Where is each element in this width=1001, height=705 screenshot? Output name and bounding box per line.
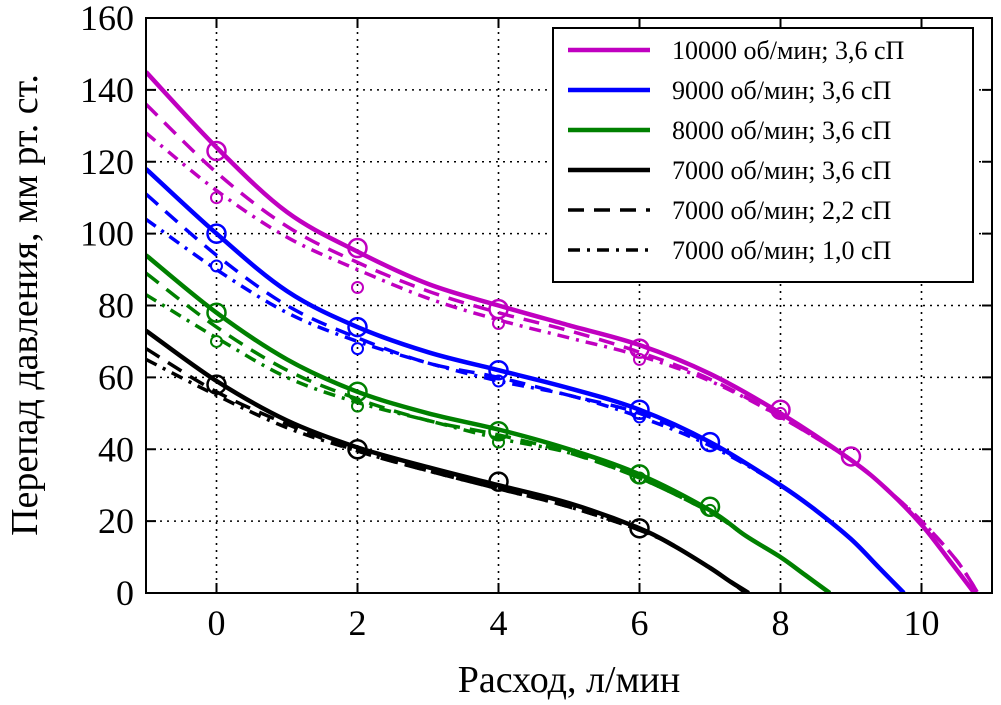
data-point-marker (210, 259, 223, 273)
data-point-marker (629, 399, 650, 420)
data-point-marker (488, 359, 509, 381)
data-point-marker (488, 421, 509, 442)
y-tick-label: 140 (80, 70, 134, 110)
data-point-marker (633, 471, 646, 485)
data-point-marker (629, 518, 650, 539)
x-axis-label: Расход, л/мин (458, 659, 680, 701)
ticks (146, 17, 992, 594)
data-point-marker (699, 431, 721, 453)
legend-label-0: 10000 об/мин; 3,6 сП (672, 36, 904, 65)
data-point-marker (633, 352, 646, 366)
y-tick-label: 160 (80, 0, 134, 38)
data-point-marker (210, 191, 223, 205)
y-tick-label: 40 (98, 429, 134, 469)
data-point-marker (210, 334, 223, 348)
curves (146, 70, 980, 593)
data-point-marker (840, 446, 862, 467)
x-tick-label: 6 (631, 603, 649, 643)
series-line-10 (146, 347, 747, 593)
series-line-6 (146, 253, 832, 593)
data-point-marker (774, 406, 787, 420)
series-line-8 (146, 293, 831, 593)
x-tick-label: 4 (490, 603, 508, 643)
y-tick-label: 20 (98, 501, 134, 541)
data-point-marker (347, 237, 368, 259)
legend-label-4: 7000 об/мин; 2,2 сП (672, 196, 891, 225)
data-point-marker (206, 140, 227, 162)
series-line-7 (146, 271, 831, 593)
data-point-marker (492, 435, 505, 449)
y-tick-labels: 0 20 40 60 80 100 120 140 160 (80, 0, 134, 613)
data-point-marker (492, 374, 505, 388)
series-line-11 (146, 357, 747, 593)
y-tick-label: 80 (98, 286, 134, 326)
data-point-marker (703, 503, 717, 517)
y-tick-label: 120 (80, 142, 134, 182)
x-tick-label: 8 (772, 603, 790, 643)
legend: 10000 об/мин; 3,6 сП 9000 об/мин; 3,6 сП 8… (552, 27, 974, 283)
series-line-2 (146, 131, 980, 593)
legend-box (552, 27, 974, 283)
x-tick-labels: 0 2 4 6 8 10 (208, 603, 940, 643)
data-point-marker (492, 316, 505, 330)
y-axis-label: Перепад давления, мм рт. ст. (4, 74, 46, 536)
y-tick-label: 0 (116, 573, 134, 613)
data-point-marker (629, 338, 650, 359)
y-tick-label: 60 (98, 357, 134, 397)
x-tick-label: 2 (349, 603, 367, 643)
data-point-marker (351, 399, 364, 413)
x-tick-label: 0 (208, 603, 226, 643)
data-point-marker (206, 302, 227, 323)
data-point-marker (206, 223, 227, 244)
legend-label-2: 8000 об/мин; 3,6 сП (672, 116, 891, 145)
markers (206, 140, 862, 539)
legend-label-3: 7000 об/мин; 3,6 сП (672, 156, 891, 185)
data-point-marker (633, 410, 646, 424)
x-tick-label: 10 (904, 603, 940, 643)
data-point-marker (351, 342, 364, 356)
series-line-4 (146, 192, 906, 593)
data-point-marker (351, 281, 364, 295)
data-point-marker (347, 316, 368, 338)
data-point-marker (347, 439, 368, 460)
legend-label-1: 9000 об/мин; 3,6 сП (672, 76, 891, 105)
data-point-marker (206, 374, 227, 395)
y-tick-label: 100 (80, 214, 134, 254)
legend-label-5: 7000 об/мин; 1,0 сП (672, 236, 891, 265)
data-point-marker (488, 471, 509, 492)
